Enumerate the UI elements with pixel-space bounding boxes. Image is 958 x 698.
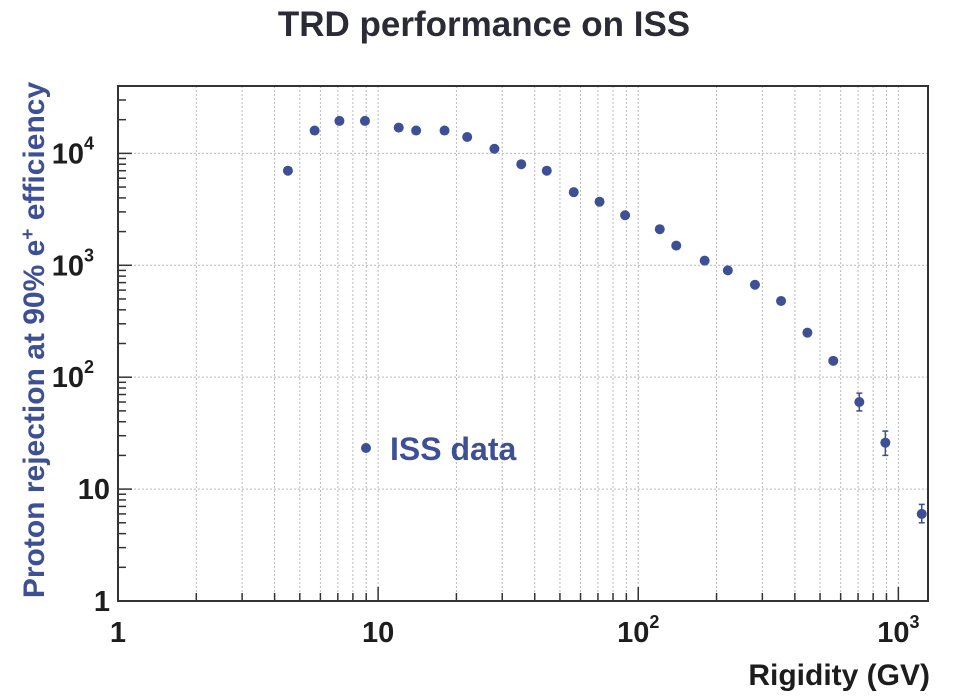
y-axis-label-sup: + bbox=[18, 229, 39, 240]
data-point bbox=[916, 508, 927, 519]
y-tick-label-base: 1 bbox=[94, 586, 110, 618]
x-tick-label: 103 bbox=[877, 612, 919, 649]
data-point bbox=[462, 132, 473, 143]
data-points bbox=[282, 115, 927, 524]
data-point bbox=[880, 437, 891, 448]
y-axis-label: Proton rejection at 90% e+ efficiency bbox=[18, 82, 52, 599]
data-point bbox=[699, 255, 710, 266]
y-tick-label-base: 10 bbox=[78, 474, 110, 506]
data-point bbox=[393, 122, 404, 133]
y-axis-label-main: Proton rejection at 90% e bbox=[18, 240, 51, 598]
x-tick-label-base: 10 bbox=[362, 617, 394, 649]
y-tick-label-exponent: 2 bbox=[84, 357, 94, 377]
data-point bbox=[749, 279, 760, 290]
data-point bbox=[282, 165, 293, 176]
y-tick-label: 10 bbox=[78, 474, 110, 506]
data-point bbox=[802, 327, 813, 338]
data-point bbox=[722, 265, 733, 276]
data-point bbox=[594, 196, 605, 207]
y-tick-label: 102 bbox=[52, 357, 94, 394]
axis-ticks bbox=[118, 99, 900, 601]
data-point bbox=[854, 397, 865, 408]
y-tick-label-exponent: 4 bbox=[84, 133, 94, 153]
data-point bbox=[620, 210, 631, 221]
data-point bbox=[776, 295, 787, 306]
x-tick-label-exponent: 3 bbox=[909, 612, 919, 632]
legend-label: ISS data bbox=[390, 431, 516, 467]
data-point bbox=[309, 125, 320, 136]
x-tick-label: 1 bbox=[110, 617, 126, 649]
data-point bbox=[516, 159, 527, 170]
x-tick-label: 102 bbox=[617, 612, 659, 649]
data-point bbox=[334, 115, 345, 126]
x-tick-label-base: 10 bbox=[617, 617, 649, 649]
data-point bbox=[359, 115, 370, 126]
data-point bbox=[439, 125, 450, 136]
data-point bbox=[671, 240, 682, 251]
grid bbox=[118, 86, 928, 601]
x-axis-label: Rigidity (GV) bbox=[748, 659, 930, 692]
data-point bbox=[828, 355, 839, 366]
x-tick-label-base: 1 bbox=[110, 617, 126, 649]
x-tick-label: 10 bbox=[362, 617, 394, 649]
x-tick-labels: 1 10 102 103 bbox=[110, 612, 920, 649]
data-point bbox=[568, 187, 579, 198]
data-point bbox=[654, 224, 665, 235]
data-point bbox=[541, 165, 552, 176]
y-tick-label-base: 10 bbox=[52, 362, 84, 394]
y-tick-label-exponent: 3 bbox=[84, 245, 94, 265]
y-tick-label: 104 bbox=[52, 133, 94, 170]
y-tick-label: 103 bbox=[52, 245, 94, 282]
x-tick-label-base: 10 bbox=[877, 617, 909, 649]
y-tick-label: 1 bbox=[94, 586, 110, 618]
chart-title: TRD performance on ISS bbox=[278, 5, 690, 44]
data-point bbox=[489, 143, 500, 154]
y-tick-label-base: 10 bbox=[52, 250, 84, 282]
legend: ISS data bbox=[361, 431, 516, 467]
y-axis-label-tail: efficiency bbox=[18, 82, 51, 229]
data-point bbox=[411, 125, 422, 136]
y-tick-label-base: 10 bbox=[52, 138, 84, 170]
x-tick-label-exponent: 2 bbox=[649, 612, 659, 632]
legend-marker bbox=[361, 443, 371, 453]
